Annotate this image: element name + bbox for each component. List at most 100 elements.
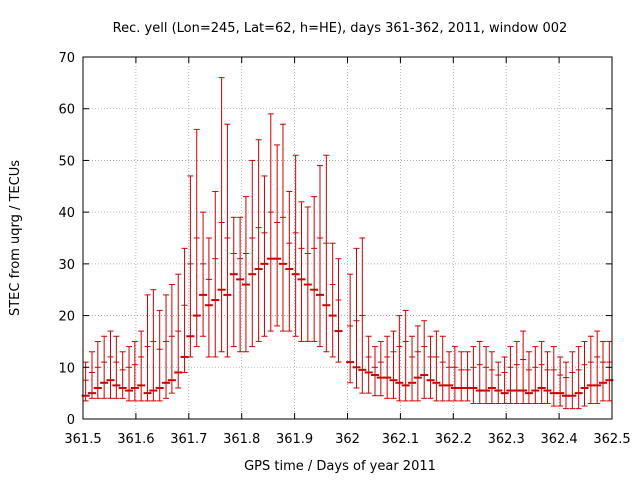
error-bar: [143, 294, 152, 402]
error-bar: [315, 165, 324, 348]
error-bar: [580, 340, 589, 407]
error-bar: [519, 330, 528, 404]
error-bar: [352, 247, 361, 389]
x-tick-label: 362.1: [382, 432, 419, 447]
error-bar: [125, 346, 134, 402]
error-bar: [549, 346, 558, 407]
error-bar: [494, 361, 503, 404]
x-tick-label: 362: [335, 432, 360, 447]
error-bar: [487, 351, 496, 404]
error-bar: [229, 216, 238, 348]
y-tick-label: 20: [58, 310, 75, 325]
error-bar: [389, 330, 398, 399]
error-bar: [297, 201, 306, 342]
y-axis-label: STEC from uqrg / TECUs: [8, 160, 23, 316]
error-bar: [328, 242, 337, 358]
error-bar: [445, 351, 454, 402]
error-bar: [155, 309, 164, 402]
x-tick-label: 361.7: [170, 432, 207, 447]
error-bar: [211, 190, 220, 358]
error-bar: [537, 340, 546, 404]
error-bar: [186, 175, 195, 358]
error-bar: [383, 335, 392, 399]
error-bar: [236, 216, 245, 353]
error-bar: [395, 315, 404, 402]
error-bar: [204, 237, 213, 358]
error-bar: [137, 330, 146, 402]
x-tick-label: 362.3: [488, 432, 525, 447]
error-bar: [112, 335, 121, 399]
x-tick-label: 362.4: [540, 432, 577, 447]
error-bar: [87, 351, 96, 399]
error-bar: [500, 356, 509, 404]
error-bar: [100, 335, 109, 399]
error-bar: [524, 351, 533, 404]
y-tick-label: 60: [58, 103, 75, 118]
error-bar: [413, 325, 422, 402]
error-bar: [593, 330, 602, 404]
chart-title: Rec. yell (Lon=245, Lat=62, h=HE), days …: [113, 21, 568, 36]
grid-lines: [83, 57, 612, 419]
error-bars: [81, 77, 614, 410]
x-tick-labels: 361.5 361.6 361.7 361.8 361.9 362 362.1 362.2 36…: [64, 432, 630, 447]
error-bar: [506, 346, 515, 404]
y-tick-label: 50: [58, 154, 75, 169]
error-bar: [167, 284, 176, 394]
error-bar: [420, 320, 429, 399]
error-bar: [248, 159, 257, 348]
y-tick-label: 40: [58, 206, 75, 221]
error-bar: [475, 340, 484, 404]
error-bar: [199, 211, 208, 337]
error-bar: [106, 330, 115, 399]
error-bar: [438, 335, 447, 402]
error-bar: [273, 144, 282, 327]
error-bar: [291, 154, 300, 337]
y-tick-label: 0: [67, 413, 75, 428]
error-bar: [241, 196, 250, 353]
error-bar: [364, 335, 373, 394]
x-tick-label: 362.5: [593, 432, 630, 447]
y-tick-label: 30: [58, 258, 75, 273]
x-tick-label: 361.8: [223, 432, 260, 447]
error-bar: [543, 351, 552, 404]
error-bar: [149, 289, 158, 402]
error-bar: [93, 340, 102, 399]
x-tick-label: 361.9: [276, 432, 313, 447]
axis-ticks: [82, 56, 613, 420]
error-bar: [556, 356, 565, 407]
error-bar: [463, 351, 472, 402]
error-bar: [162, 294, 171, 399]
error-bar: [334, 258, 343, 363]
error-bar: [118, 351, 127, 399]
error-bar: [278, 123, 287, 332]
error-bar: [180, 247, 189, 373]
error-bar: [426, 335, 435, 399]
x-tick-label: 362.2: [435, 432, 472, 447]
error-bar: [574, 346, 583, 410]
error-bar: [376, 340, 385, 397]
error-bar: [260, 175, 269, 337]
error-bar: [223, 123, 232, 358]
error-bar: [469, 346, 478, 404]
x-tick-label: 361.6: [117, 432, 154, 447]
error-bar: [322, 154, 331, 353]
error-bar: [254, 139, 263, 342]
error-bar: [408, 335, 417, 402]
error-bar: [266, 113, 275, 332]
error-bar: [346, 273, 355, 384]
y-tick-label: 70: [58, 51, 75, 66]
error-bar: [482, 346, 491, 404]
error-bar: [568, 351, 577, 410]
error-bar: [192, 128, 201, 348]
error-bar: [586, 335, 595, 404]
error-bar: [450, 346, 459, 402]
error-bar: [358, 237, 367, 394]
error-bar: [130, 340, 139, 402]
x-tick-label: 361.5: [64, 432, 101, 447]
error-bar: [531, 346, 540, 404]
x-axis-label: GPS time / Days of year 2011: [244, 459, 436, 474]
error-bar: [174, 273, 183, 389]
error-bar: [371, 346, 380, 397]
error-bar: [217, 77, 226, 353]
